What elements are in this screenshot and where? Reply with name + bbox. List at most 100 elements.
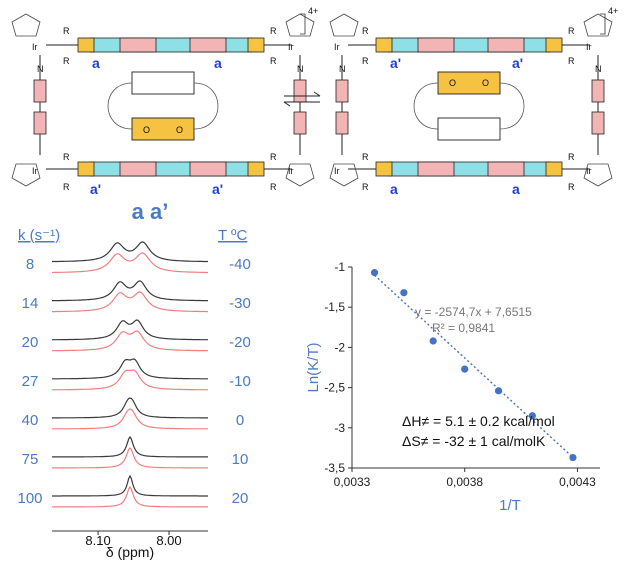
- proton-a-prime-label: a': [512, 55, 523, 71]
- temperature-label: -30: [229, 295, 251, 312]
- o-label: O: [482, 78, 489, 88]
- ligand-bottom-left: [89, 161, 253, 177]
- spectra-x-tick-label: 8.00: [156, 533, 181, 548]
- r-label: R: [362, 182, 369, 192]
- data-point: [569, 453, 577, 462]
- simulated-spectrum-trace: [52, 447, 208, 469]
- r-label: R: [362, 26, 369, 36]
- experimental-spectrum-trace: [52, 241, 208, 263]
- n-label: N: [297, 64, 304, 74]
- temperature-label: -40: [229, 256, 251, 273]
- simulated-spectrum-trace: [52, 252, 208, 274]
- macrocycle-left: Ir Ir Ir Ir N N R R R R R R R R O O a a …: [11, 6, 318, 197]
- r-label: R: [270, 26, 277, 36]
- peak-header: a a’: [132, 199, 169, 224]
- ndi-guest-left: [131, 117, 195, 141]
- equilibrium-arrows: [283, 91, 321, 107]
- temperature-label: -20: [229, 334, 251, 351]
- charge-label: 4+: [608, 6, 618, 16]
- n-label: N: [37, 64, 44, 74]
- entropy-annotation: ΔS≠ = -32 ± 1 cal/molK: [402, 433, 546, 449]
- temperature-label: 0: [236, 412, 244, 429]
- charge-label: 4+: [308, 6, 318, 16]
- r-label: R: [63, 182, 70, 192]
- spectra-traces: [51, 241, 209, 508]
- data-point: [461, 365, 469, 373]
- x-tick-label: 0,0043: [559, 475, 596, 489]
- r-label: R: [63, 152, 70, 162]
- data-point: [400, 289, 408, 297]
- y-tick-label: -3,5: [324, 461, 345, 475]
- ndi-guest-right: [437, 71, 501, 95]
- n-label: N: [339, 64, 346, 74]
- temperature-label: 10: [232, 451, 249, 468]
- experimental-spectrum-trace: [52, 397, 208, 419]
- o-label: O: [449, 78, 456, 88]
- x-axis-label: 1/T: [499, 497, 521, 514]
- ir-label: Ir: [586, 166, 592, 176]
- experimental-spectrum-trace: [52, 280, 208, 302]
- r-label: R: [270, 152, 277, 162]
- t-header: T ºC: [218, 227, 248, 244]
- ir-label: Ir: [334, 166, 340, 176]
- experimental-spectrum-trace: [52, 435, 208, 458]
- proton-a-label: a: [92, 55, 100, 71]
- data-point: [429, 337, 437, 345]
- proton-a-label: a: [390, 181, 398, 197]
- n-label: N: [595, 64, 602, 74]
- y-axis-label: Ln(K/T): [305, 342, 322, 392]
- r-label: R: [362, 56, 369, 66]
- eyring-plot: -1 -1,5 -2 -2,5 -3 -3,5 0,0033 0,0038 0,0043 Ln…: [305, 260, 600, 514]
- trendline-equation: y = -2574,7x + 7,6515: [415, 305, 532, 319]
- ir-label: Ir: [32, 42, 38, 52]
- spectra-x-tick-label: 8.10: [85, 533, 110, 548]
- k-value-labels: 8 14 20 27 40 75 100: [17, 256, 42, 507]
- experimental-spectrum-trace: [52, 474, 208, 497]
- pyrene-guest-right: [437, 117, 501, 141]
- r-label: R: [362, 152, 369, 162]
- ligand-top-right: [387, 37, 551, 53]
- macrocycle-right: Ir Ir Ir Ir N N R R R R R R R R O O a' a…: [329, 6, 618, 197]
- o-label: O: [176, 125, 183, 135]
- r-label: R: [270, 56, 277, 66]
- ir-label: Ir: [288, 42, 294, 52]
- k-value-label: 40: [22, 412, 39, 429]
- temperature-label: -10: [229, 373, 251, 390]
- data-point: [494, 387, 503, 395]
- simulated-spectrum-trace: [51, 408, 209, 430]
- data-point: [528, 412, 536, 420]
- r-label: R: [568, 56, 575, 66]
- r-label: R: [568, 152, 575, 162]
- y-tick-label: -2: [334, 340, 345, 354]
- pyrene-guest-left: [131, 71, 195, 95]
- spectra-x-ticks: 8.10 8.00: [85, 531, 182, 548]
- k-value-label: 14: [22, 295, 39, 312]
- ir-label: Ir: [334, 42, 340, 52]
- data-point: [370, 269, 379, 277]
- ir-label: Ir: [288, 166, 294, 176]
- trendline-r2: R² = 0,9841: [432, 321, 495, 335]
- o-label: O: [143, 125, 150, 135]
- y-ticks: -1 -1,5 -2 -2,5 -3 -3,5: [324, 260, 352, 475]
- trendline: [374, 274, 574, 458]
- experimental-spectrum-trace: [52, 319, 208, 341]
- y-tick-label: -3: [334, 421, 345, 435]
- r-label: R: [568, 182, 575, 192]
- proton-a-label: a: [512, 181, 520, 197]
- proton-a-label: a: [214, 55, 222, 71]
- k-value-label: 100: [17, 490, 42, 507]
- enthalpy-annotation: ΔH≠ = 5.1 ± 0.2 kcal/mol: [402, 413, 555, 429]
- x-tick-label: 0,0033: [334, 475, 371, 489]
- r-label: R: [270, 182, 277, 192]
- temperature-label: 20: [232, 490, 249, 507]
- simulated-spectrum-trace: [52, 369, 208, 391]
- proton-a-prime-label: a': [90, 181, 101, 197]
- experimental-spectrum-trace: [52, 358, 208, 380]
- r-label: R: [568, 26, 575, 36]
- k-value-label: 8: [26, 256, 34, 273]
- ligand-top-left: [89, 37, 253, 53]
- y-tick-label: -1: [334, 260, 345, 274]
- k-header: k (s⁻¹): [18, 227, 60, 244]
